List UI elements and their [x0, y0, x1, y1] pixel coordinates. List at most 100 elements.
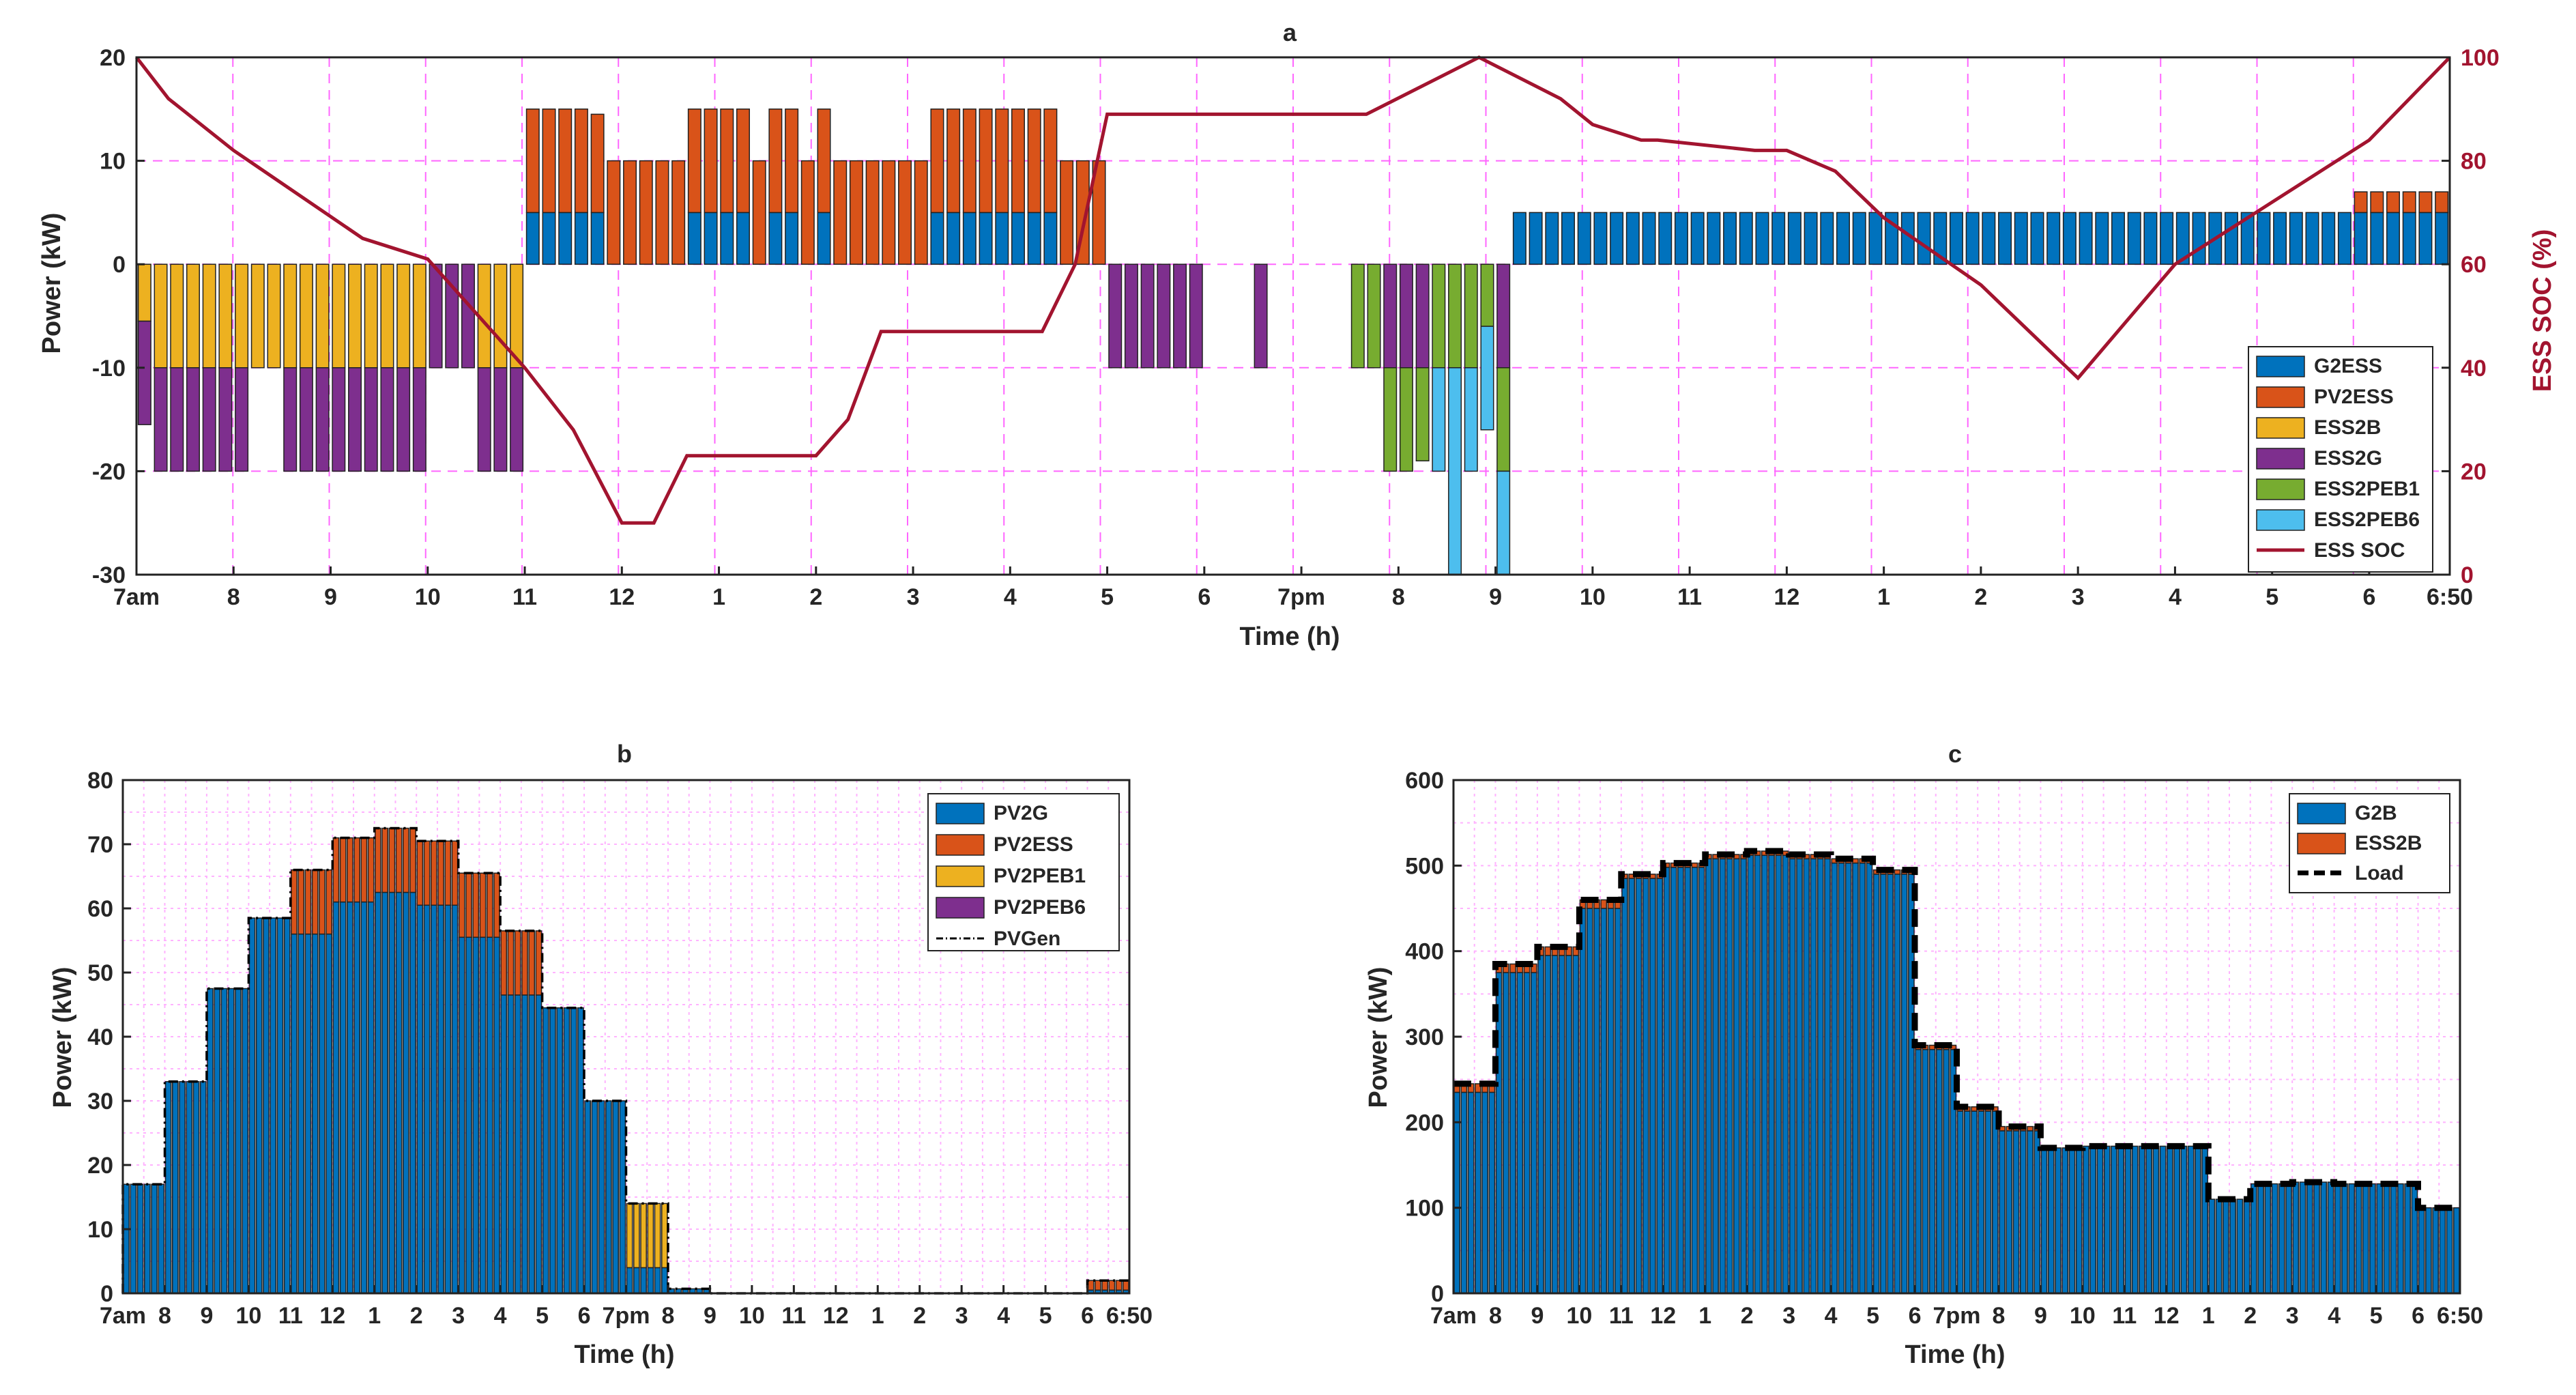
chart-a-bar-ess2peb1 [1496, 367, 1511, 472]
chart-b-bar-pv2g [144, 1183, 151, 1294]
chart-a-legend-label: ESS2B [2314, 416, 2381, 439]
chart-a-bar-ess2b [250, 263, 265, 369]
chart-c-bar-g2b [2103, 1145, 2111, 1294]
chart-a-bar-pv2ess [704, 109, 718, 214]
chart-c-bar-ess2b [1852, 858, 1859, 864]
chart-c-bar-g2b [1900, 874, 1908, 1294]
chart-a-ylabel-right: ESS SOC (%) [2528, 229, 2557, 392]
chart-a-bar-g2ess [1512, 212, 1526, 265]
chart-c-bar-g2b [1719, 858, 1726, 1294]
chart-c-bar-g2b [2111, 1145, 2117, 1294]
chart-b-bar-pv2g [248, 917, 256, 1294]
chart-a-xtick-label: 5 [2266, 584, 2278, 610]
chart-a-bar-ess2g [186, 367, 200, 472]
chart-b-ytick-label: 50 [87, 960, 113, 986]
chart-b-bar-pv2ess [339, 837, 347, 903]
chart-a-bar-ess2b [396, 263, 411, 369]
chart-c-bar-g2b [1782, 854, 1789, 1294]
chart-b-bar-pv2g [584, 1100, 592, 1294]
chart-c-bar-g2b [2313, 1181, 2320, 1294]
chart-a-axes-box [135, 56, 2451, 576]
chart-a-bar-ess2peb6 [1496, 470, 1511, 575]
chart-a-xtick-label: 1 [1877, 584, 1890, 610]
chart-c-bar-g2b [1558, 955, 1565, 1294]
chart-a-bar-pv2ess [687, 109, 701, 214]
chart-a-xtick-label: 4 [1004, 584, 1017, 610]
chart-a-bar-ess2g [154, 367, 168, 472]
chart-a-xtick-label: 6 [2362, 584, 2375, 610]
chart-c-ytick-label: 0 [1431, 1281, 1444, 1307]
chart-a-bar-g2ess [1917, 212, 1931, 265]
chart-b-bar-pv2ess [437, 840, 444, 906]
chart-b-bar-pv2g [514, 994, 521, 1294]
chart-a-bar-ess2g [364, 367, 378, 472]
chart-b-bar-pv2g [263, 917, 270, 1294]
chart-b-legend-label: PV2PEB6 [994, 896, 1086, 919]
chart-a-bar-pv2ess [2354, 191, 2368, 214]
chart-a-ytick-label: 20 [100, 45, 126, 71]
chart-a-bar-ess2g [1399, 263, 1413, 369]
chart-a-bar-ess2g [477, 367, 491, 472]
chart-c-bar-g2b [1705, 858, 1712, 1294]
chart-b-xtick-label: 10 [739, 1303, 765, 1329]
chart-c-xtick-label: 4 [1825, 1303, 1838, 1329]
chart-b-bar-pv2g [640, 1267, 647, 1294]
chart-b-ytick-label: 30 [87, 1089, 113, 1114]
chart-b-bar-pv2g [437, 904, 444, 1294]
chart-b-bar-pv2g [227, 988, 235, 1294]
chart-b-xtick-label: 12 [319, 1303, 345, 1329]
chart-b-bar-pv2g [360, 901, 368, 1294]
chart-c-bar-g2b [1852, 862, 1859, 1294]
chart-b-bar-pv2g [220, 988, 228, 1294]
chart-c-bar-ess2b [1600, 899, 1608, 909]
chart-b-bar-pv2ess [402, 827, 409, 893]
chart-b-bar-pv2ess [1095, 1280, 1101, 1291]
chart-c-bar-g2b [2152, 1145, 2160, 1294]
chart-a-bar-ess2g [1140, 263, 1155, 369]
chart-c-bar-ess2b [1649, 874, 1656, 879]
chart-a-legend-label: G2ESS [2314, 355, 2382, 377]
chart-b-xtick-label: 3 [955, 1303, 968, 1329]
chart-a-legend-label: ESS2PEB6 [2314, 508, 2420, 531]
chart-b-bar-pv2g [151, 1183, 158, 1294]
chart-c-bar-g2b [2187, 1145, 2195, 1294]
chart-b-bar-pv2g [556, 1007, 564, 1294]
chart-b-bar-pv2peb1 [626, 1203, 633, 1269]
chart-b-bar-pv2g [598, 1100, 605, 1294]
chart-c-bar-g2b [2432, 1207, 2439, 1294]
chart-a-bar-ess2g [380, 367, 394, 472]
chart-c-xtick-label: 3 [1782, 1303, 1795, 1329]
chart-a-bar-g2ess [979, 212, 993, 265]
chart-c-bar-g2b [1481, 1091, 1488, 1294]
chart-a-bar-pv2ess [720, 109, 734, 214]
chart-a-xtick-label: 12 [1774, 584, 1799, 610]
chart-c-legend-label: Load [2355, 862, 2404, 885]
chart-a-bar-ess2g [1108, 263, 1123, 369]
chart-b-bar-pv2g [164, 1081, 172, 1294]
chart-a-bar-pv2ess [542, 109, 556, 214]
chart-b-bar-pv2g [619, 1100, 626, 1294]
chart-a-bar-pv2ess [914, 160, 928, 265]
chart-c-bar-g2b [1872, 874, 1880, 1294]
chart-c-xtick-label: 1 [2202, 1303, 2215, 1329]
chart-b-bar-pv2g [444, 904, 452, 1294]
chart-b-legend-swatch [936, 897, 985, 919]
chart-a-bar-ess2peb1 [1432, 263, 1446, 369]
chart-a-bar-g2ess [2435, 212, 2449, 265]
chart-a-ytick-right-label: 40 [2461, 356, 2487, 382]
chart-a-bar-ess2g [235, 367, 249, 472]
chart-c-xtick-label: 3 [2286, 1303, 2299, 1329]
chart-c-xtick-label: 5 [2370, 1303, 2383, 1329]
chart-c-legend-label: ESS2B [2355, 832, 2422, 854]
chart-b-bar-pv2ess [332, 837, 340, 903]
chart-a-bar-pv2ess [558, 109, 573, 214]
chart-a-xtick-label: 3 [2072, 584, 2085, 610]
chart-b-bar-pv2ess [486, 872, 493, 938]
chart-b-bar-pv2g [654, 1267, 661, 1294]
chart-c-bar-g2b [2327, 1181, 2334, 1294]
chart-a-bar-g2ess [2257, 212, 2271, 265]
chart-c-bar-g2b [2362, 1183, 2369, 1294]
chart-a-bar-ess2g [1173, 263, 1187, 369]
chart-b-bar-pv2g [472, 936, 480, 1294]
